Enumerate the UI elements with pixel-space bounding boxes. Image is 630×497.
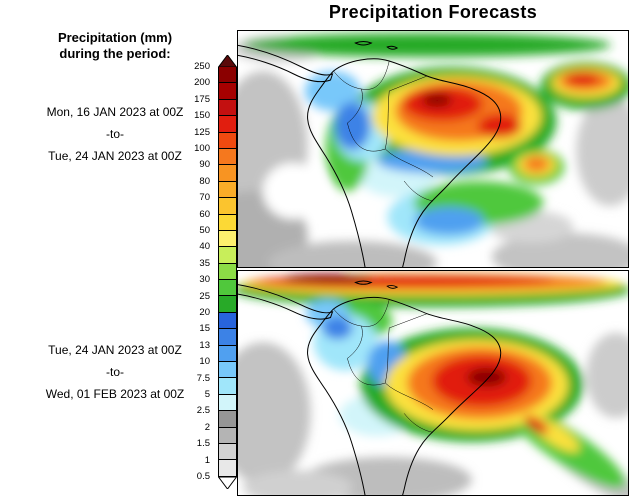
colorbar-cell bbox=[219, 362, 236, 379]
colorbar-cell bbox=[219, 247, 236, 264]
colorbar-tick-label: 90 bbox=[199, 159, 210, 171]
colorbar-cell bbox=[219, 411, 236, 428]
colorbar-tick-label: 20 bbox=[199, 307, 210, 318]
colorbar-tick-label: 60 bbox=[199, 208, 210, 220]
colorbar-cell bbox=[219, 312, 236, 330]
period-top-separator: -to- bbox=[106, 127, 124, 141]
legend-heading-line1: Precipitation (mm) bbox=[57, 30, 173, 45]
colorbar-cell bbox=[219, 443, 236, 461]
colorbar-bottom-cap bbox=[218, 476, 237, 489]
colorbar-cell bbox=[219, 67, 236, 84]
colorbar-tick-label: 200 bbox=[194, 77, 210, 89]
period-top-start: Mon, 16 JAN 2023 at 00Z bbox=[46, 105, 184, 119]
colorbar-tick-label: 5 bbox=[204, 389, 210, 400]
colorbar-tick-label: 175 bbox=[194, 93, 210, 105]
period-bottom-separator: -to- bbox=[106, 365, 124, 379]
colorbar-tick-label: 50 bbox=[199, 225, 210, 236]
colorbar-tick-label: 30 bbox=[199, 274, 210, 286]
colorbar-tick-labels: 250 200 175 150 125 100 90 80 70 60 50 40 35 30 25 20 15… bbox=[180, 55, 214, 489]
colorbar-tick-label: 2.5 bbox=[196, 405, 210, 417]
colorbar-tick-label: 40 bbox=[199, 241, 210, 253]
colorbar-bar bbox=[218, 55, 237, 489]
colorbar-tick-label: 0.5 bbox=[196, 471, 210, 482]
legend-heading-line2: during the period: bbox=[59, 46, 171, 61]
colorbar-cell bbox=[219, 296, 236, 313]
period-top-end: Tue, 24 JAN 2023 at 00Z bbox=[48, 149, 182, 163]
colorbar-cell bbox=[219, 460, 236, 477]
colorbar-cell bbox=[219, 132, 236, 149]
colorbar-cell bbox=[219, 165, 236, 182]
precip-map-top bbox=[238, 31, 628, 267]
colorbar-cell bbox=[219, 280, 236, 297]
colorbar-tick-label: 250 bbox=[194, 61, 210, 72]
colorbar-top-cap bbox=[218, 55, 237, 67]
colorbar: 250 200 175 150 125 100 90 80 70 60 50 40 35 30 25 20 15… bbox=[180, 55, 242, 495]
colorbar-cells bbox=[218, 67, 237, 477]
period-bottom-end: Wed, 01 FEB 2023 at 00Z bbox=[45, 387, 185, 401]
map-panel-top bbox=[237, 30, 629, 268]
colorbar-tick-label: 80 bbox=[199, 175, 210, 187]
colorbar-tick-label: 13 bbox=[199, 339, 210, 351]
colorbar-cell bbox=[219, 230, 236, 248]
colorbar-tick-label: 35 bbox=[199, 257, 210, 269]
colorbar-cell bbox=[219, 345, 236, 363]
period-bottom: Tue, 24 JAN 2023 at 00Z -to- Wed, 01 FEB… bbox=[10, 344, 220, 401]
precip-field-top bbox=[238, 33, 628, 267]
colorbar-tick-label: 25 bbox=[199, 290, 210, 302]
colorbar-tick-label: 1.5 bbox=[196, 438, 210, 450]
colorbar-tick-label: 1 bbox=[204, 454, 210, 466]
colorbar-tick-label: 15 bbox=[199, 323, 210, 335]
colorbar-cell bbox=[219, 378, 236, 395]
map-panel-bottom bbox=[237, 270, 629, 496]
period-top: Mon, 16 JAN 2023 at 00Z -to- Tue, 24 JAN… bbox=[10, 106, 220, 163]
colorbar-cell bbox=[219, 394, 236, 412]
colorbar-tick-label: 125 bbox=[194, 126, 210, 138]
colorbar-tick-label: 150 bbox=[194, 110, 210, 122]
colorbar-cell bbox=[219, 116, 236, 133]
colorbar-tick-label: 10 bbox=[199, 356, 210, 368]
colorbar-cell bbox=[219, 99, 236, 117]
colorbar-tick-label: 100 bbox=[194, 143, 210, 154]
colorbar-cell bbox=[219, 181, 236, 199]
colorbar-cell bbox=[219, 329, 236, 346]
colorbar-tick-label: 7.5 bbox=[196, 372, 210, 384]
colorbar-cell bbox=[219, 198, 236, 215]
colorbar-cell bbox=[219, 427, 236, 444]
period-bottom-start: Tue, 24 JAN 2023 at 00Z bbox=[48, 343, 182, 357]
precip-map-bottom bbox=[238, 271, 628, 495]
colorbar-tick-label: 70 bbox=[199, 192, 210, 204]
colorbar-cell bbox=[219, 214, 236, 231]
colorbar-tick-label: 2 bbox=[204, 421, 210, 433]
page-title: Precipitation Forecasts bbox=[328, 2, 538, 22]
colorbar-cell bbox=[219, 148, 236, 166]
precip-field-bottom bbox=[238, 272, 628, 495]
legend-heading: Precipitation (mm) during the period: bbox=[10, 30, 220, 62]
colorbar-cell bbox=[219, 263, 236, 281]
colorbar-cell bbox=[219, 83, 236, 100]
